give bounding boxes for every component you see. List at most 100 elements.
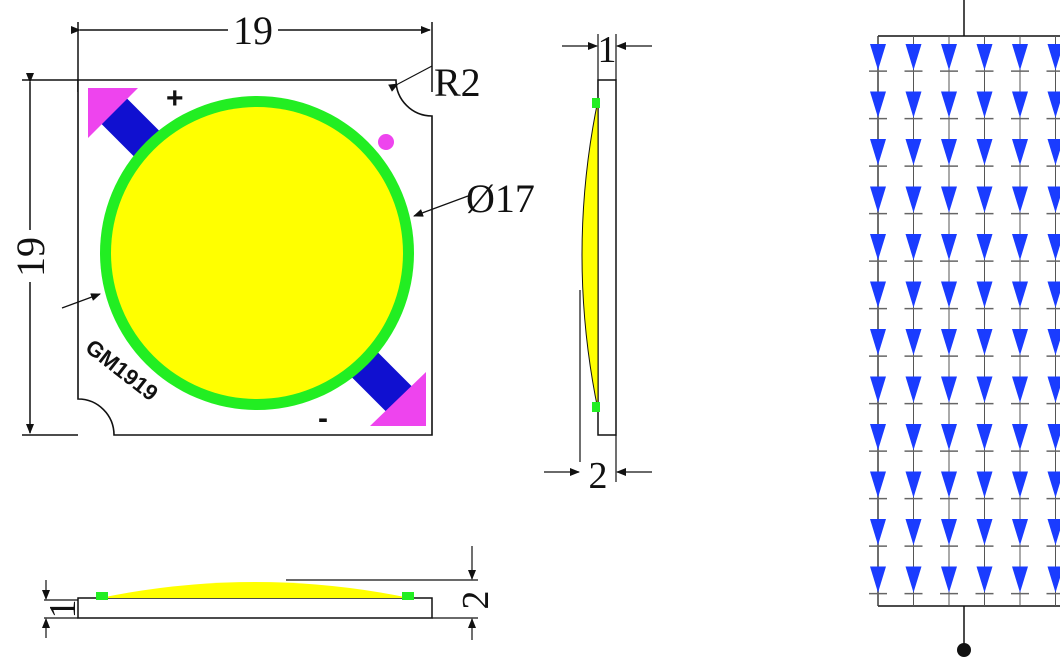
- led-diode: [905, 186, 922, 213]
- led-diode: [870, 424, 886, 451]
- led-diode: [1047, 139, 1060, 166]
- led-diode: [905, 471, 922, 498]
- bottom-ring-left: [96, 592, 108, 600]
- led-diode: [905, 376, 922, 403]
- led-diode: [1012, 234, 1028, 261]
- led-diode: [976, 139, 993, 166]
- led-diode: [976, 186, 993, 213]
- corner-radius-label: R2: [434, 60, 481, 105]
- side-ring-bottom: [592, 402, 600, 412]
- led-diode: [976, 566, 993, 593]
- led-diode: [870, 329, 886, 356]
- led-diode: [1047, 329, 1060, 356]
- led-diode: [1012, 329, 1028, 356]
- led-diode: [941, 376, 957, 403]
- front-view: 19 19 R2 Ø17 + - GM1919: [8, 8, 535, 436]
- led-diode: [905, 139, 922, 166]
- led-diode: [905, 329, 922, 356]
- led-diode: [1012, 281, 1028, 308]
- negative-triangle: [370, 372, 426, 426]
- led-diode: [1012, 91, 1028, 118]
- led-diode: [1047, 281, 1060, 308]
- led-diode: [941, 424, 957, 451]
- led-diode: [905, 566, 922, 593]
- width-label: 19: [233, 8, 273, 53]
- led-diode: [1012, 424, 1028, 451]
- led-diode: [1012, 376, 1028, 403]
- led-diode: [976, 44, 993, 71]
- led-diode: [1012, 139, 1028, 166]
- bottom-ring-right: [402, 592, 414, 600]
- led-diode: [1012, 566, 1028, 593]
- side-dome: [581, 99, 599, 411]
- side-ring-top: [592, 98, 600, 108]
- led-diode: [1012, 471, 1028, 498]
- led-diode: [941, 329, 957, 356]
- led-diode: [941, 566, 957, 593]
- plus-sign: +: [166, 82, 184, 115]
- led-diode: [905, 91, 922, 118]
- led-diode: [870, 566, 886, 593]
- led-circuit-diagram: [869, 0, 1060, 657]
- led-diode: [976, 91, 993, 118]
- led-diode: [1047, 566, 1060, 593]
- bottom-total-label: 2: [455, 591, 497, 610]
- led-diode: [905, 424, 922, 451]
- led-diode: [1047, 471, 1060, 498]
- led-diode: [905, 519, 922, 546]
- led-diode: [870, 519, 886, 546]
- led-diode: [870, 471, 886, 498]
- led-diode: [905, 281, 922, 308]
- led-diode: [1047, 44, 1060, 71]
- diameter-leader-right: [413, 195, 469, 217]
- led-diode: [976, 234, 993, 261]
- led-diode: [941, 281, 957, 308]
- led-diode: [1047, 234, 1060, 261]
- led-diode: [941, 234, 957, 261]
- led-diode: [941, 471, 957, 498]
- bottom-view: 1 2: [42, 546, 497, 640]
- led-diode: [870, 186, 886, 213]
- led-diode: [976, 376, 993, 403]
- side-view: 1 2: [544, 29, 652, 497]
- side-top-label: 1: [598, 29, 617, 71]
- led-diode: [870, 234, 886, 261]
- led-diode: [1047, 519, 1060, 546]
- height-label: 19: [8, 237, 53, 277]
- led-diode: [1012, 44, 1028, 71]
- circuit-terminal: [957, 643, 971, 657]
- led-diode: [1047, 424, 1060, 451]
- bottom-dome: [100, 582, 410, 598]
- led-diode: [1047, 376, 1060, 403]
- led-diode: [870, 91, 886, 118]
- diameter-leader-left: [61, 293, 101, 309]
- led-diode: [1012, 186, 1028, 213]
- diameter-label: Ø17: [466, 176, 535, 221]
- led-diode: [870, 376, 886, 403]
- minus-sign: -: [318, 402, 328, 435]
- orientation-dot: [378, 134, 394, 150]
- led-diode: [941, 139, 957, 166]
- led-diode: [1012, 519, 1028, 546]
- side-board: [597, 79, 617, 436]
- led-diode: [870, 281, 886, 308]
- led-diode: [870, 44, 886, 71]
- led-diode: [941, 44, 957, 71]
- led-diode: [941, 91, 957, 118]
- led-diode: [941, 519, 957, 546]
- r2-leader: [388, 65, 433, 92]
- led-diode: [1047, 91, 1060, 118]
- phosphor-area: [111, 107, 403, 399]
- bottom-board: [77, 597, 433, 619]
- led-diode: [976, 519, 993, 546]
- positive-triangle: [88, 88, 138, 138]
- led-diode: [976, 471, 993, 498]
- led-diode: [976, 329, 993, 356]
- led-diode: [905, 234, 922, 261]
- led-diode: [905, 44, 922, 71]
- side-bottom-label: 2: [589, 455, 608, 497]
- led-diode: [941, 186, 957, 213]
- led-diode: [976, 424, 993, 451]
- bottom-thin-label: 1: [42, 600, 84, 619]
